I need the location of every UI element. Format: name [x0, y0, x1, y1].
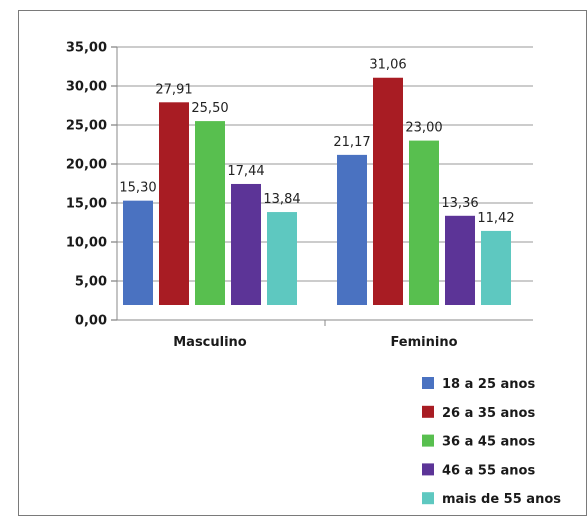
y-tick-label: 0,00	[75, 314, 107, 329]
legend-label: 46 a 55 anos	[442, 463, 535, 478]
bar	[267, 212, 297, 305]
legend-label: 26 a 35 anos	[442, 406, 535, 421]
category-label: Masculino	[173, 335, 247, 350]
data-label: 15,30	[119, 181, 156, 196]
legend-swatch	[422, 377, 434, 389]
data-label: 13,84	[263, 192, 300, 207]
legend-label: 18 a 25 anos	[442, 377, 535, 392]
bar	[123, 200, 153, 305]
y-tick-label: 25,00	[66, 119, 107, 134]
y-tick-label: 35,00	[66, 41, 107, 56]
y-tick-label: 30,00	[66, 80, 107, 95]
y-tick-label: 5,00	[75, 275, 107, 290]
bar	[445, 215, 475, 305]
legend-swatch	[422, 492, 434, 505]
data-label: 13,36	[441, 196, 478, 211]
bar	[373, 77, 403, 306]
bar	[337, 154, 367, 305]
data-label: 27,91	[155, 82, 192, 97]
data-label: 11,42	[477, 211, 514, 226]
data-label: 23,00	[405, 121, 442, 136]
bar	[195, 121, 225, 305]
data-label: 17,44	[227, 164, 264, 179]
legend-swatch	[422, 463, 434, 476]
bar	[409, 140, 439, 305]
data-label: 31,06	[369, 58, 406, 73]
legend-label: mais de 55 anos	[442, 492, 561, 507]
legend-label: 36 a 45 anos	[442, 435, 535, 450]
bar	[481, 230, 511, 305]
bar	[231, 183, 261, 305]
y-tick-label: 10,00	[66, 236, 107, 251]
y-tick-label: 15,00	[66, 197, 107, 212]
legend-swatch	[422, 434, 434, 447]
data-label: 21,17	[333, 135, 370, 150]
y-tick-label: 20,00	[66, 158, 107, 173]
data-label: 25,50	[191, 101, 228, 116]
bar	[159, 102, 189, 305]
legend-swatch	[422, 405, 434, 418]
category-label: Feminino	[390, 335, 457, 350]
